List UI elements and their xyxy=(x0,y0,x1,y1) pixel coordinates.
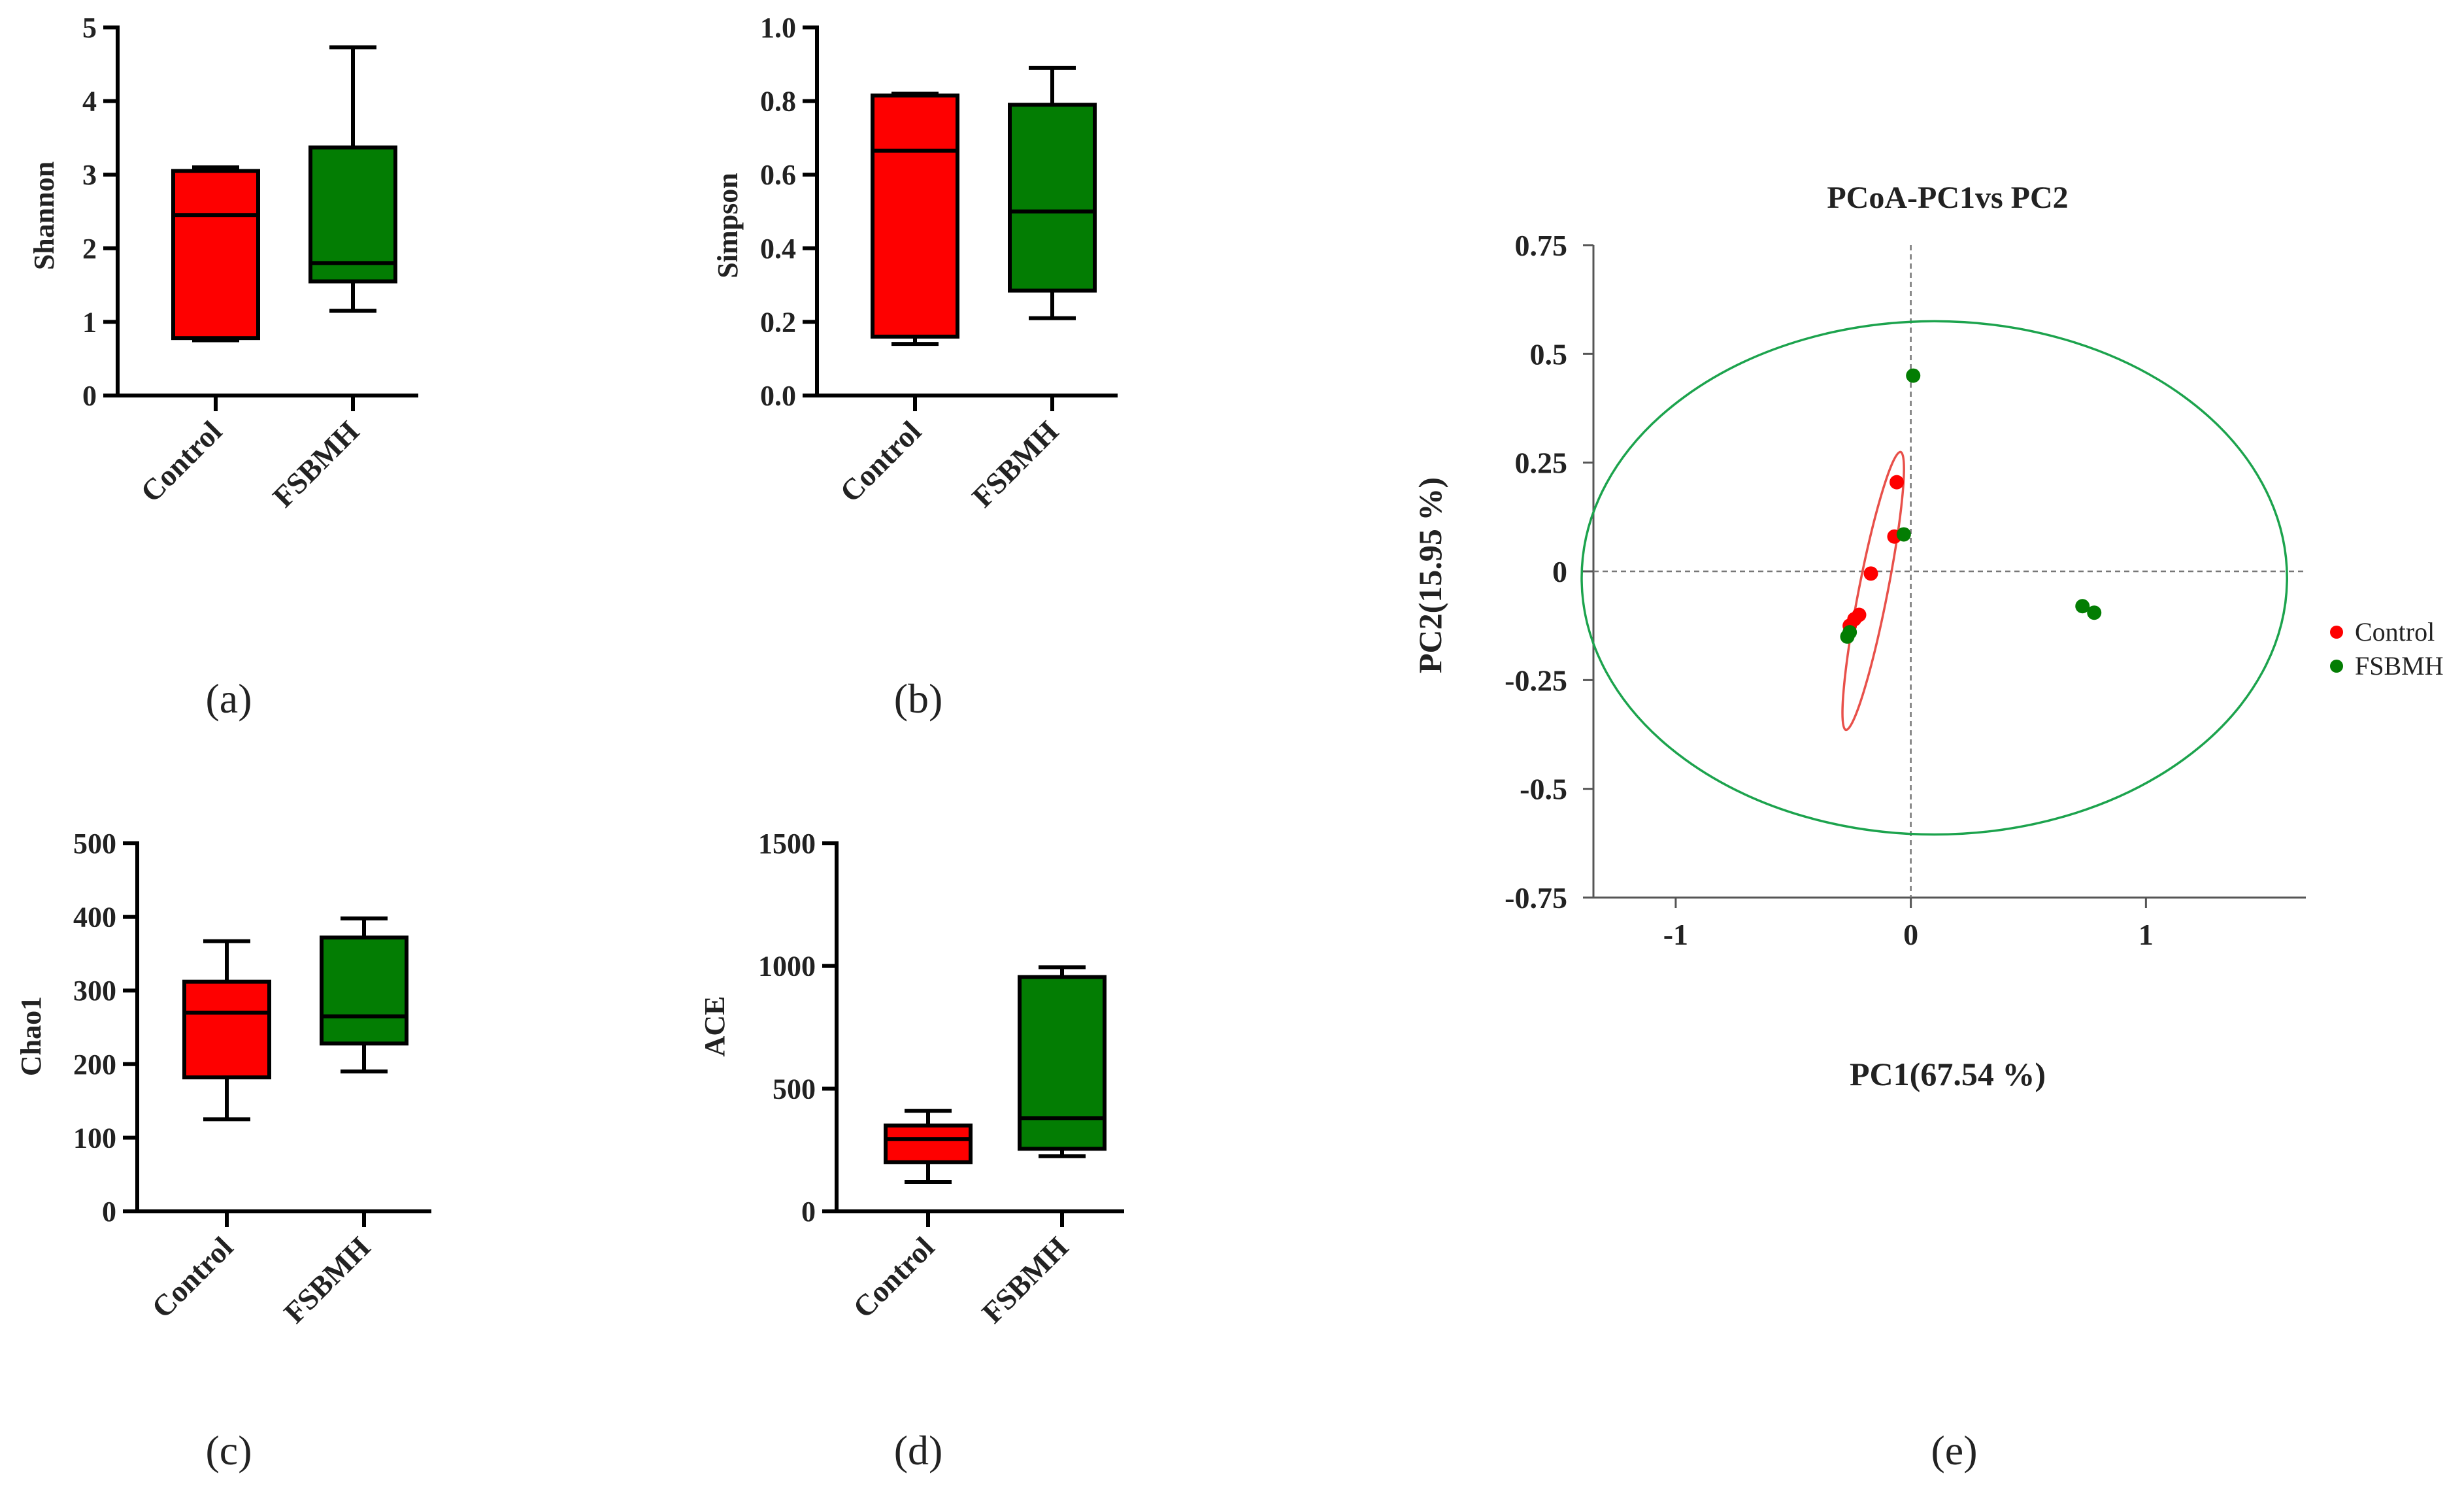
y-tick-label: 0 xyxy=(801,1196,816,1228)
box-control xyxy=(884,1109,973,1184)
panel-label: (a) xyxy=(205,675,252,722)
legend-label-fsbmh: FSBMH xyxy=(2355,651,2444,681)
panel-a-shannon-boxplot: 0 1 2 3 4 5 Shannon Control FSBMH (a) xyxy=(28,12,418,722)
box-fsbmh xyxy=(1018,965,1107,1158)
box-iqr xyxy=(884,1123,973,1164)
y-tick-label: 300 xyxy=(73,975,116,1007)
box-iqr xyxy=(308,145,397,284)
category-label-fsbmh: FSBMH xyxy=(266,414,365,514)
x-axis-title: PC1(67.54 %) xyxy=(1850,1056,2046,1092)
y-axis-title: Shannon xyxy=(28,161,60,270)
y-tick-label: 5 xyxy=(82,12,97,44)
box-fsbmh xyxy=(320,916,408,1074)
panel-d-ace-boxplot: 0 500 1000 1500 ACE Control FSBMH (d) xyxy=(699,828,1124,1474)
y-tick-label: 2 xyxy=(82,233,97,265)
category-label-control: Control xyxy=(145,1230,239,1324)
box-fsbmh xyxy=(308,45,397,313)
box-iqr xyxy=(1018,975,1107,1151)
box-control xyxy=(871,92,959,346)
y-tick-label: 1500 xyxy=(758,828,816,860)
confidence-ellipse-fsbmh xyxy=(1580,320,2288,836)
category-label-fsbmh: FSBMH xyxy=(965,414,1065,514)
box-iqr xyxy=(182,979,271,1080)
point-fsbmh xyxy=(1896,527,1911,542)
box-iqr xyxy=(871,93,959,339)
y-axis-title: ACE xyxy=(699,996,731,1057)
point-fsbmh xyxy=(1906,368,1921,383)
y-tick-label: 1000 xyxy=(758,951,816,983)
panel-b-simpson-boxplot: 0.0 0.2 0.4 0.6 0.8 1.0 Simpson Control FSBMH (b) xyxy=(712,12,1118,722)
point-fsbmh xyxy=(2075,599,2090,614)
y-tick-label: 0.4 xyxy=(760,233,796,265)
x-tick-label: -1 xyxy=(1663,918,1688,951)
y-tick-label: -0.25 xyxy=(1505,664,1567,697)
y-axis-title: Simpson xyxy=(712,173,744,278)
category-label-control: Control xyxy=(134,414,228,509)
point-fsbmh xyxy=(2087,605,2102,620)
box-iqr xyxy=(320,935,408,1046)
y-tick-label: 400 xyxy=(73,901,116,934)
y-tick-label: 0.2 xyxy=(760,306,796,338)
y-tick-label: 0.25 xyxy=(1515,446,1568,480)
panel-label: (d) xyxy=(894,1427,943,1474)
category-label-fsbmh: FSBMH xyxy=(975,1230,1074,1330)
box-control xyxy=(171,165,260,343)
y-tick-label: 1 xyxy=(82,306,97,338)
y-axis-title: PC2(15.95 %) xyxy=(1412,477,1448,673)
x-tick-label: 1 xyxy=(2139,918,2154,951)
y-tick-label: 500 xyxy=(773,1073,816,1105)
point-fsbmh xyxy=(1840,629,1855,644)
panel-label: (e) xyxy=(1931,1427,1977,1474)
chart-title: PCoA-PC1vs PC2 xyxy=(1827,180,2068,215)
y-tick-label: 100 xyxy=(73,1122,116,1154)
panel-e-pcoa-scatter: PCoA-PC1vs PC2 0.75 0.5 0.25 0 -0.25 -0.5 -0.75… xyxy=(1412,180,2444,1474)
y-tick-label: -0.75 xyxy=(1505,881,1567,915)
y-tick-label: 200 xyxy=(73,1049,116,1081)
y-tick-label: -0.5 xyxy=(1520,773,1567,806)
y-tick-label: 0 xyxy=(1552,555,1567,588)
y-tick-label: 1.0 xyxy=(760,12,796,44)
legend-label-control: Control xyxy=(2355,617,2435,647)
y-tick-label: 0.0 xyxy=(760,380,796,412)
y-tick-label: 4 xyxy=(82,86,97,118)
point-control xyxy=(1863,566,1878,581)
box-iqr xyxy=(1008,103,1097,293)
y-tick-label: 0 xyxy=(102,1196,116,1228)
panel-c-chao1-boxplot: 0 100 200 300 400 500 Chao1 Control FSBMH (c) xyxy=(15,828,431,1474)
category-label-control: Control xyxy=(833,414,927,509)
y-tick-label: 0 xyxy=(82,380,97,412)
box-fsbmh xyxy=(1008,65,1097,320)
legend-marker-fsbmh xyxy=(2330,660,2343,673)
point-control xyxy=(1890,475,1905,490)
confidence-ellipse-control xyxy=(1841,450,1905,732)
category-label-fsbmh: FSBMH xyxy=(277,1230,376,1330)
y-tick-label: 0.8 xyxy=(760,86,796,118)
y-tick-label: 0.6 xyxy=(760,159,796,191)
y-tick-label: 500 xyxy=(73,828,116,860)
y-axis-title: Chao1 xyxy=(15,996,47,1076)
panel-label: (c) xyxy=(205,1427,252,1474)
x-tick-label: 0 xyxy=(1903,918,1918,951)
y-tick-label: 0.5 xyxy=(1530,337,1568,371)
box-control xyxy=(182,939,271,1122)
box-iqr xyxy=(171,169,260,341)
y-tick-label: 3 xyxy=(82,159,97,191)
panel-label: (b) xyxy=(894,675,943,722)
category-label-control: Control xyxy=(846,1230,941,1324)
legend-marker-control xyxy=(2330,626,2343,639)
y-tick-label: 0.75 xyxy=(1515,229,1568,262)
